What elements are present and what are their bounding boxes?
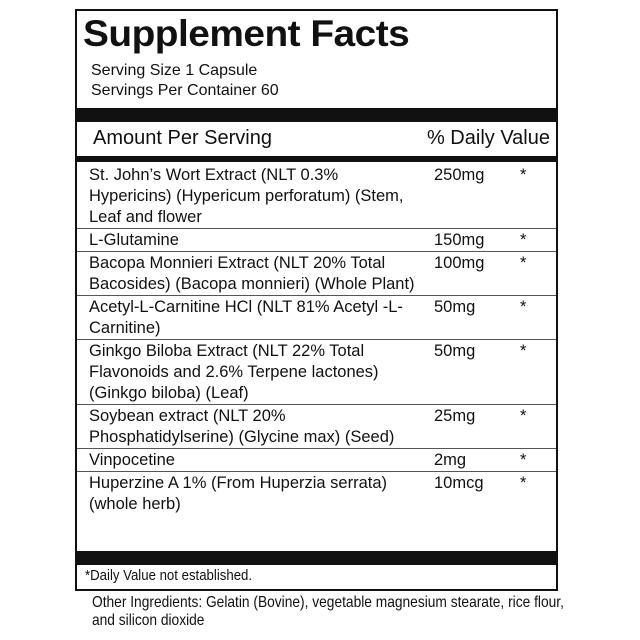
ingredient-amount: 50mg bbox=[434, 342, 476, 360]
ingredient-name: Huperzine A 1% (From Huperzia serrata) (… bbox=[89, 474, 388, 513]
ingredient-amount: 2mg bbox=[434, 451, 467, 469]
serving-size: Serving Size 1 Capsule bbox=[91, 62, 258, 79]
ingredient-name: Soybean extract (NLT 20% Phosphatidylser… bbox=[89, 407, 395, 446]
ingredient-row: St. John’s Wort Extract (NLT 0.3% Hyperi… bbox=[77, 164, 556, 229]
footnote: *Daily Value not established. bbox=[85, 567, 253, 584]
servings-per-container: Servings Per Container 60 bbox=[91, 82, 279, 99]
ingredient-daily-value: * bbox=[520, 342, 527, 360]
ingredient-row: Ginkgo Biloba Extract (NLT 22% Total Fla… bbox=[77, 340, 556, 405]
ingredient-amount: 50mg bbox=[434, 298, 476, 316]
ingredient-amount: 250mg bbox=[434, 166, 485, 184]
ingredient-row: Bacopa Monnieri Extract (NLT 20% Total B… bbox=[77, 252, 556, 296]
thick-divider-bottom bbox=[77, 551, 556, 565]
ingredient-name: Acetyl-L-Carnitine HCl (NLT 81% Acetyl -… bbox=[89, 298, 403, 337]
ingredient-daily-value: * bbox=[520, 451, 527, 469]
thick-divider bbox=[77, 108, 556, 122]
ingredient-name: Vinpocetine bbox=[89, 451, 175, 469]
daily-value-header: % Daily Value bbox=[426, 127, 550, 149]
medium-divider bbox=[77, 156, 556, 162]
ingredient-list: St. John’s Wort Extract (NLT 0.3% Hyperi… bbox=[77, 164, 556, 515]
supplement-facts-panel: Supplement Facts Serving Size 1 Capsule … bbox=[75, 9, 558, 591]
amount-per-serving-header: Amount Per Serving bbox=[93, 127, 272, 149]
ingredient-daily-value: * bbox=[520, 298, 527, 316]
ingredient-amount: 150mg bbox=[434, 231, 485, 249]
other-ingredients: Other Ingredients: Gelatin (Bovine), veg… bbox=[92, 594, 564, 629]
ingredient-daily-value: * bbox=[520, 407, 527, 425]
ingredient-amount: 10mcg bbox=[434, 474, 484, 492]
ingredient-daily-value: * bbox=[520, 231, 527, 249]
ingredient-daily-value: * bbox=[520, 254, 527, 272]
ingredient-row: Soybean extract (NLT 20% Phosphatidylser… bbox=[77, 405, 556, 449]
ingredient-row: Acetyl-L-Carnitine HCl (NLT 81% Acetyl -… bbox=[77, 296, 556, 340]
ingredient-amount: 100mg bbox=[434, 254, 485, 272]
ingredient-name: L-Glutamine bbox=[89, 231, 179, 249]
ingredient-name: Bacopa Monnieri Extract (NLT 20% Total B… bbox=[89, 254, 415, 293]
ingredient-name: Ginkgo Biloba Extract (NLT 22% Total Fla… bbox=[89, 342, 379, 402]
ingredient-row: L-Glutamine 150mg * bbox=[77, 229, 556, 252]
ingredient-daily-value: * bbox=[520, 474, 527, 492]
panel-title: Supplement Facts bbox=[83, 13, 410, 54]
ingredient-daily-value: * bbox=[520, 166, 527, 184]
ingredient-name: St. John’s Wort Extract (NLT 0.3% Hyperi… bbox=[89, 166, 404, 226]
ingredient-amount: 25mg bbox=[434, 407, 476, 425]
ingredient-row: Huperzine A 1% (From Huperzia serrata) (… bbox=[77, 472, 556, 515]
ingredient-row: Vinpocetine 2mg * bbox=[77, 449, 556, 472]
